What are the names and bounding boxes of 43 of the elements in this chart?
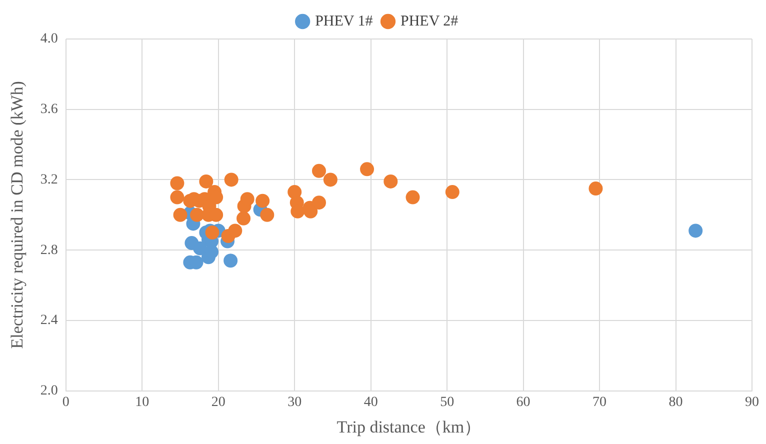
point: [228, 224, 242, 238]
point: [256, 194, 270, 208]
point: [688, 224, 703, 238]
x-tick-label: 60: [516, 394, 530, 410]
x-tick-label: 20: [211, 394, 226, 410]
point: [240, 192, 254, 206]
point: [445, 185, 460, 200]
point: [588, 182, 603, 196]
point: [205, 225, 220, 240]
point: [384, 174, 398, 188]
point: [190, 208, 204, 222]
point: [173, 208, 188, 222]
y-tick-label: 3.6: [40, 102, 58, 118]
point: [224, 172, 238, 187]
point: [323, 172, 338, 187]
legend-label: PHEV 2#: [400, 13, 459, 30]
x-axis-title: Trip distance（km）: [336, 417, 482, 436]
point: [224, 254, 238, 268]
y-tick-label: 2.4: [40, 313, 58, 328]
point: [360, 162, 374, 176]
point: [260, 208, 274, 222]
x-tick-label: 40: [364, 394, 378, 410]
x-tick-label: 80: [668, 394, 683, 410]
x-tick-label: 30: [288, 394, 302, 410]
point: [236, 211, 251, 226]
x-tick-label: 10: [135, 394, 150, 410]
legend-label: PHEV 1#: [315, 13, 374, 30]
point: [312, 164, 326, 178]
x-tick-label: 0: [62, 394, 70, 410]
point: [199, 174, 214, 188]
y-tick-label: 4.0: [40, 32, 58, 47]
y-tick-label: 3.2: [40, 172, 58, 188]
x-tick-label: 50: [440, 394, 454, 410]
y-tick-label: 2.0: [40, 383, 58, 398]
point: [204, 244, 219, 259]
x-tick-label: 70: [592, 394, 607, 410]
point: [170, 190, 184, 204]
point: [312, 196, 326, 210]
y-tick-label: 2.8: [40, 242, 58, 258]
y-axis-title: Electricity required in CD mode (kWh): [8, 81, 27, 349]
point: [406, 190, 420, 204]
x-tick-label: 90: [745, 394, 759, 410]
point: [170, 176, 184, 190]
